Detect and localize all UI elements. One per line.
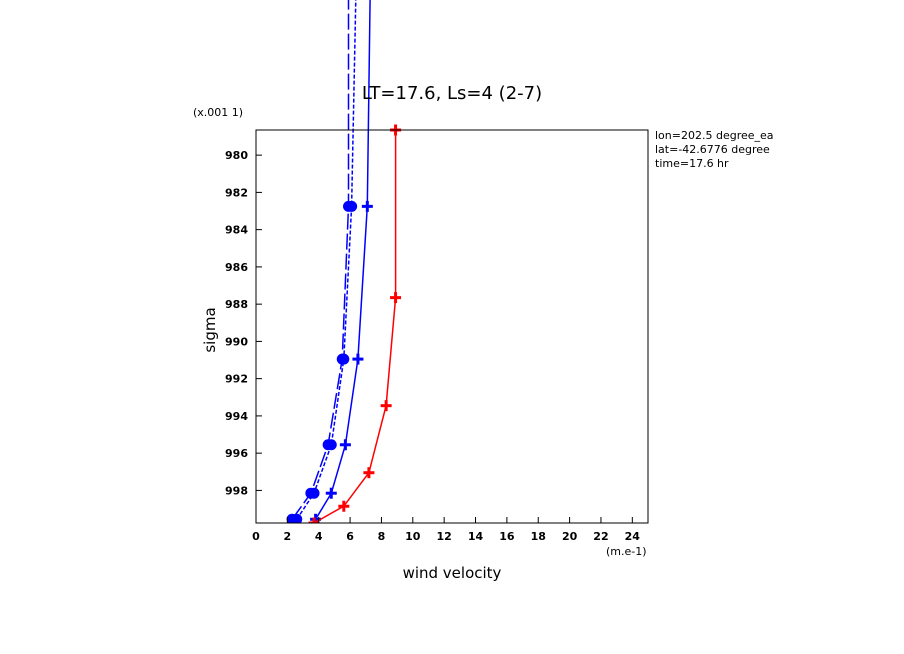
series-3-point <box>352 353 364 365</box>
x-axis-title: wind velocity <box>403 564 502 582</box>
series-2-point <box>338 353 350 365</box>
series-2-point <box>308 487 320 499</box>
series-line-1 <box>291 0 350 520</box>
x-tick-label: 0 <box>252 530 260 543</box>
x-tick-label: 10 <box>405 530 421 543</box>
x-axis: 0 2 4 6 8 10 12 14 16 18 20 22 24 <box>252 517 640 543</box>
y-tick-label: 998 <box>225 484 248 497</box>
y-tick-label: 992 <box>225 373 248 386</box>
series-4-point <box>338 500 350 512</box>
y-tick-label: 986 <box>225 261 248 274</box>
x-tick-label: 20 <box>562 530 578 543</box>
y-tick-label: 994 <box>225 410 248 423</box>
y-tick-label: 988 <box>225 298 248 311</box>
y-tick-label: 980 <box>225 149 248 162</box>
info-line-time: time=17.6 hr <box>655 157 729 170</box>
x-tick-label: 14 <box>468 530 484 543</box>
series-line-4 <box>313 130 397 523</box>
series-line-3 <box>314 0 371 520</box>
y-tick-label: 996 <box>225 447 248 460</box>
series-2-point <box>325 439 337 451</box>
info-line-lon: lon=202.5 degree_ea <box>655 129 774 142</box>
info-box: lon=202.5 degree_ea lat=-42.6776 degree … <box>655 129 774 170</box>
x-units-label: (m.e-1) <box>606 545 647 558</box>
series-3-point <box>361 200 373 212</box>
x-tick-label: 16 <box>499 530 515 543</box>
x-tick-label: 18 <box>531 530 546 543</box>
x-tick-label: 24 <box>625 530 641 543</box>
series-3-point <box>325 487 337 499</box>
x-tick-label: 2 <box>284 530 292 543</box>
chart-title: LT=17.6, Ls=4 (2-7) <box>362 83 542 104</box>
series-2-point <box>346 200 358 212</box>
series-4-point <box>380 400 392 412</box>
x-tick-label: 4 <box>315 530 323 543</box>
x-tick-label: 6 <box>346 530 354 543</box>
series-2-point <box>291 513 303 523</box>
series-3-point <box>339 439 351 451</box>
y-units-label: (x.001 1) <box>193 106 243 119</box>
y-tick-label: 984 <box>225 224 248 237</box>
x-tick-label: 22 <box>593 530 608 543</box>
series-layer <box>286 0 402 523</box>
plot-frame <box>255 129 649 524</box>
info-line-lat: lat=-42.6776 degree <box>655 143 770 156</box>
x-tick-label: 12 <box>437 530 452 543</box>
series-4-point <box>308 517 320 523</box>
y-axis: 980 982 984 986 988 990 992 994 996 998 <box>225 149 262 497</box>
y-tick-label: 982 <box>225 186 248 199</box>
y-tick-label: 990 <box>225 335 248 348</box>
series-4-point <box>363 467 375 479</box>
y-axis-title: sigma <box>201 307 219 352</box>
x-tick-label: 8 <box>378 530 386 543</box>
series-4-point <box>390 292 402 304</box>
